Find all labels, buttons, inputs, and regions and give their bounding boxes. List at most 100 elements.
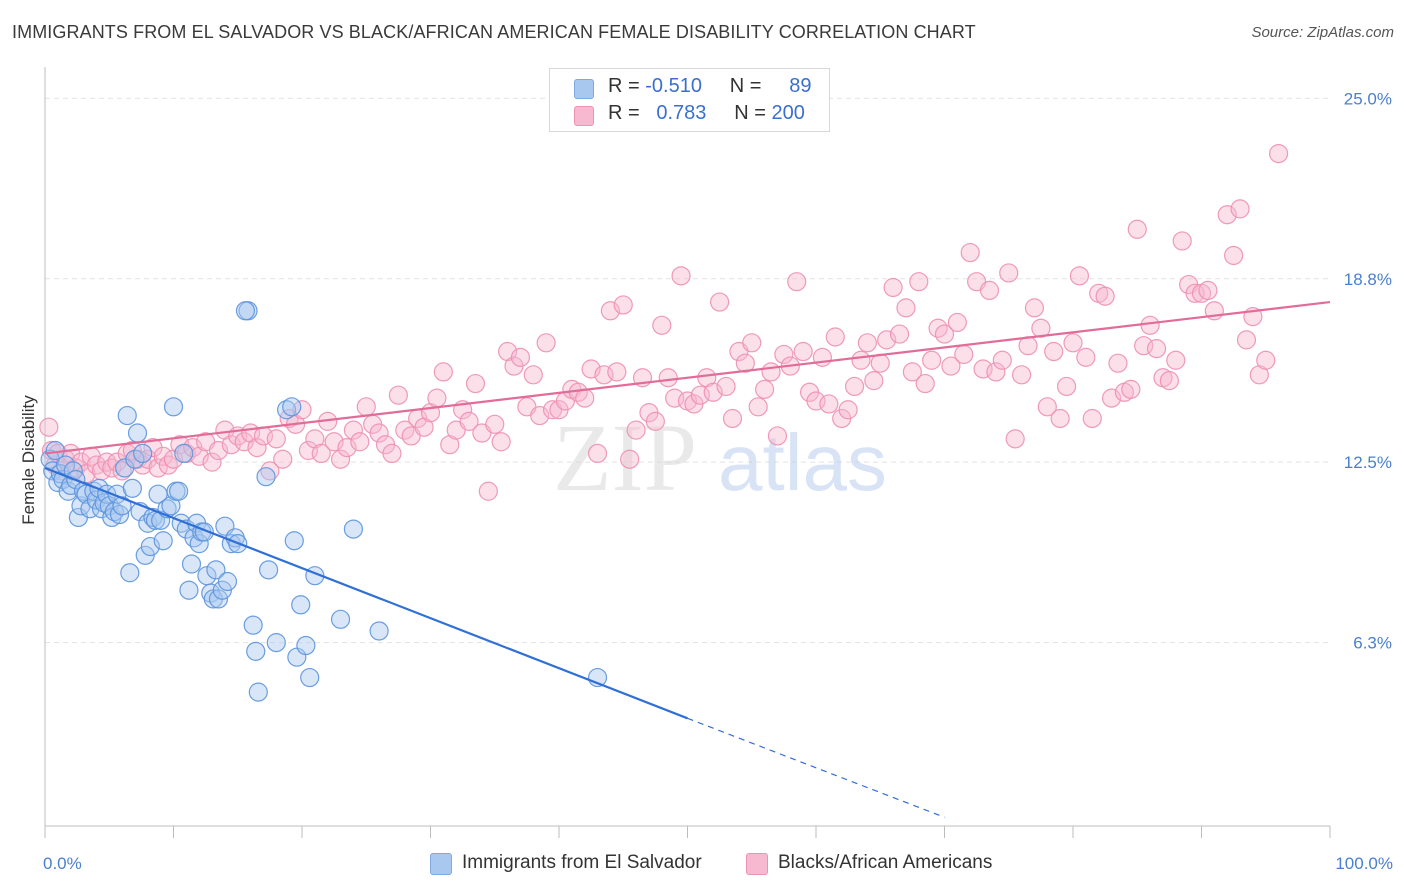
data-point: [844, 376, 865, 397]
data-point: [825, 327, 845, 347]
data-point: [1230, 199, 1250, 219]
data-point: [181, 554, 202, 574]
legend-n-value: 200: [771, 102, 805, 124]
data-point: [39, 417, 59, 437]
data-point: [1268, 143, 1289, 164]
data-point: [296, 635, 316, 656]
data-point: [857, 333, 878, 353]
legend-r-value: 0.783: [656, 102, 707, 124]
data-point: [243, 615, 263, 635]
data-point: [735, 353, 755, 373]
data-point: [248, 682, 268, 702]
data-point: [754, 379, 775, 399]
data-point: [1172, 231, 1192, 251]
data-point: [1146, 339, 1167, 359]
data-point: [883, 277, 903, 298]
data-point: [1056, 376, 1077, 397]
data-point: [158, 455, 178, 475]
data-point: [217, 571, 238, 592]
data-point: [947, 312, 967, 333]
data-point: [112, 496, 132, 516]
series-immigrants-el-salvador: [40, 301, 608, 702]
data-point: [117, 405, 137, 426]
data-point: [133, 443, 153, 464]
data-point: [235, 301, 256, 321]
data-point: [266, 633, 286, 653]
data-point: [300, 667, 320, 688]
data-point: [1005, 429, 1025, 449]
data-point: [767, 426, 788, 446]
data-point: [206, 560, 226, 580]
data-point: [266, 429, 286, 449]
data-point: [1069, 266, 1090, 286]
correlation-legend: R = -0.510 N = 89 R = 0.783 N = 200: [549, 68, 830, 132]
data-point: [774, 344, 794, 365]
data-point: [992, 350, 1012, 370]
data-point: [896, 298, 916, 318]
trend-line-extension: [687, 717, 945, 818]
data-point: [127, 423, 148, 443]
data-point: [999, 263, 1019, 283]
data-point: [284, 531, 304, 551]
x-tick-label: 100.0%: [1335, 854, 1393, 873]
data-point: [169, 481, 189, 501]
trend-lines: [44, 300, 1331, 818]
data-point: [587, 443, 608, 464]
trend-line: [44, 466, 688, 720]
data-point: [934, 324, 955, 344]
legend-r-label: R =: [608, 102, 640, 124]
data-point: [652, 315, 672, 335]
data-point: [607, 362, 627, 382]
y-tick-labels: 25.0% 18.8% 12.5% 6.3%: [1344, 89, 1392, 652]
data-point: [1024, 298, 1045, 318]
data-point: [864, 371, 884, 391]
data-point: [459, 411, 479, 431]
data-point: [369, 621, 389, 641]
data-point: [742, 333, 762, 353]
data-point: [433, 362, 453, 382]
y-tick-label: 18.8%: [1344, 270, 1392, 289]
watermark-atlas: atlas: [718, 418, 887, 507]
data-point: [388, 385, 408, 405]
watermark-zip: ZIP: [553, 404, 697, 511]
legend-r-label: R =: [608, 75, 640, 97]
data-point: [1256, 350, 1276, 370]
data-point: [1082, 408, 1102, 429]
y-tick-label: 6.3%: [1353, 634, 1392, 653]
watermark: ZIP atlas: [553, 404, 887, 511]
legend-n-label: N =: [729, 75, 762, 97]
bottom-legend-label: Immigrants from El Salvador: [462, 852, 702, 873]
data-point: [485, 414, 505, 434]
data-point: [247, 437, 267, 458]
data-point: [276, 400, 297, 420]
gridlines: [45, 97, 1330, 644]
data-point: [658, 368, 678, 388]
data-point: [793, 341, 813, 362]
data-point: [174, 443, 194, 464]
data-point: [282, 397, 302, 417]
data-point: [163, 397, 184, 417]
data-point: [960, 242, 980, 263]
data-point: [986, 362, 1006, 382]
data-point: [1076, 347, 1096, 367]
data-point: [153, 531, 173, 551]
data-point: [125, 449, 145, 469]
data-point: [330, 449, 351, 469]
data-point: [1224, 245, 1244, 266]
data-point: [722, 408, 743, 429]
data-point: [120, 563, 140, 583]
data-point: [1037, 397, 1057, 417]
data-point: [291, 595, 311, 615]
data-point: [256, 467, 276, 487]
data-point: [184, 528, 204, 548]
data-point: [710, 292, 730, 312]
data-point: [1063, 333, 1083, 353]
data-point: [55, 455, 76, 475]
data-point: [870, 353, 890, 373]
data-point: [491, 432, 511, 452]
x-tick-labels: 0.0% 100.0%: [43, 854, 1393, 873]
data-point: [311, 443, 331, 464]
data-point: [1159, 371, 1179, 391]
bottom-legend-swatch-blue: [430, 853, 452, 875]
